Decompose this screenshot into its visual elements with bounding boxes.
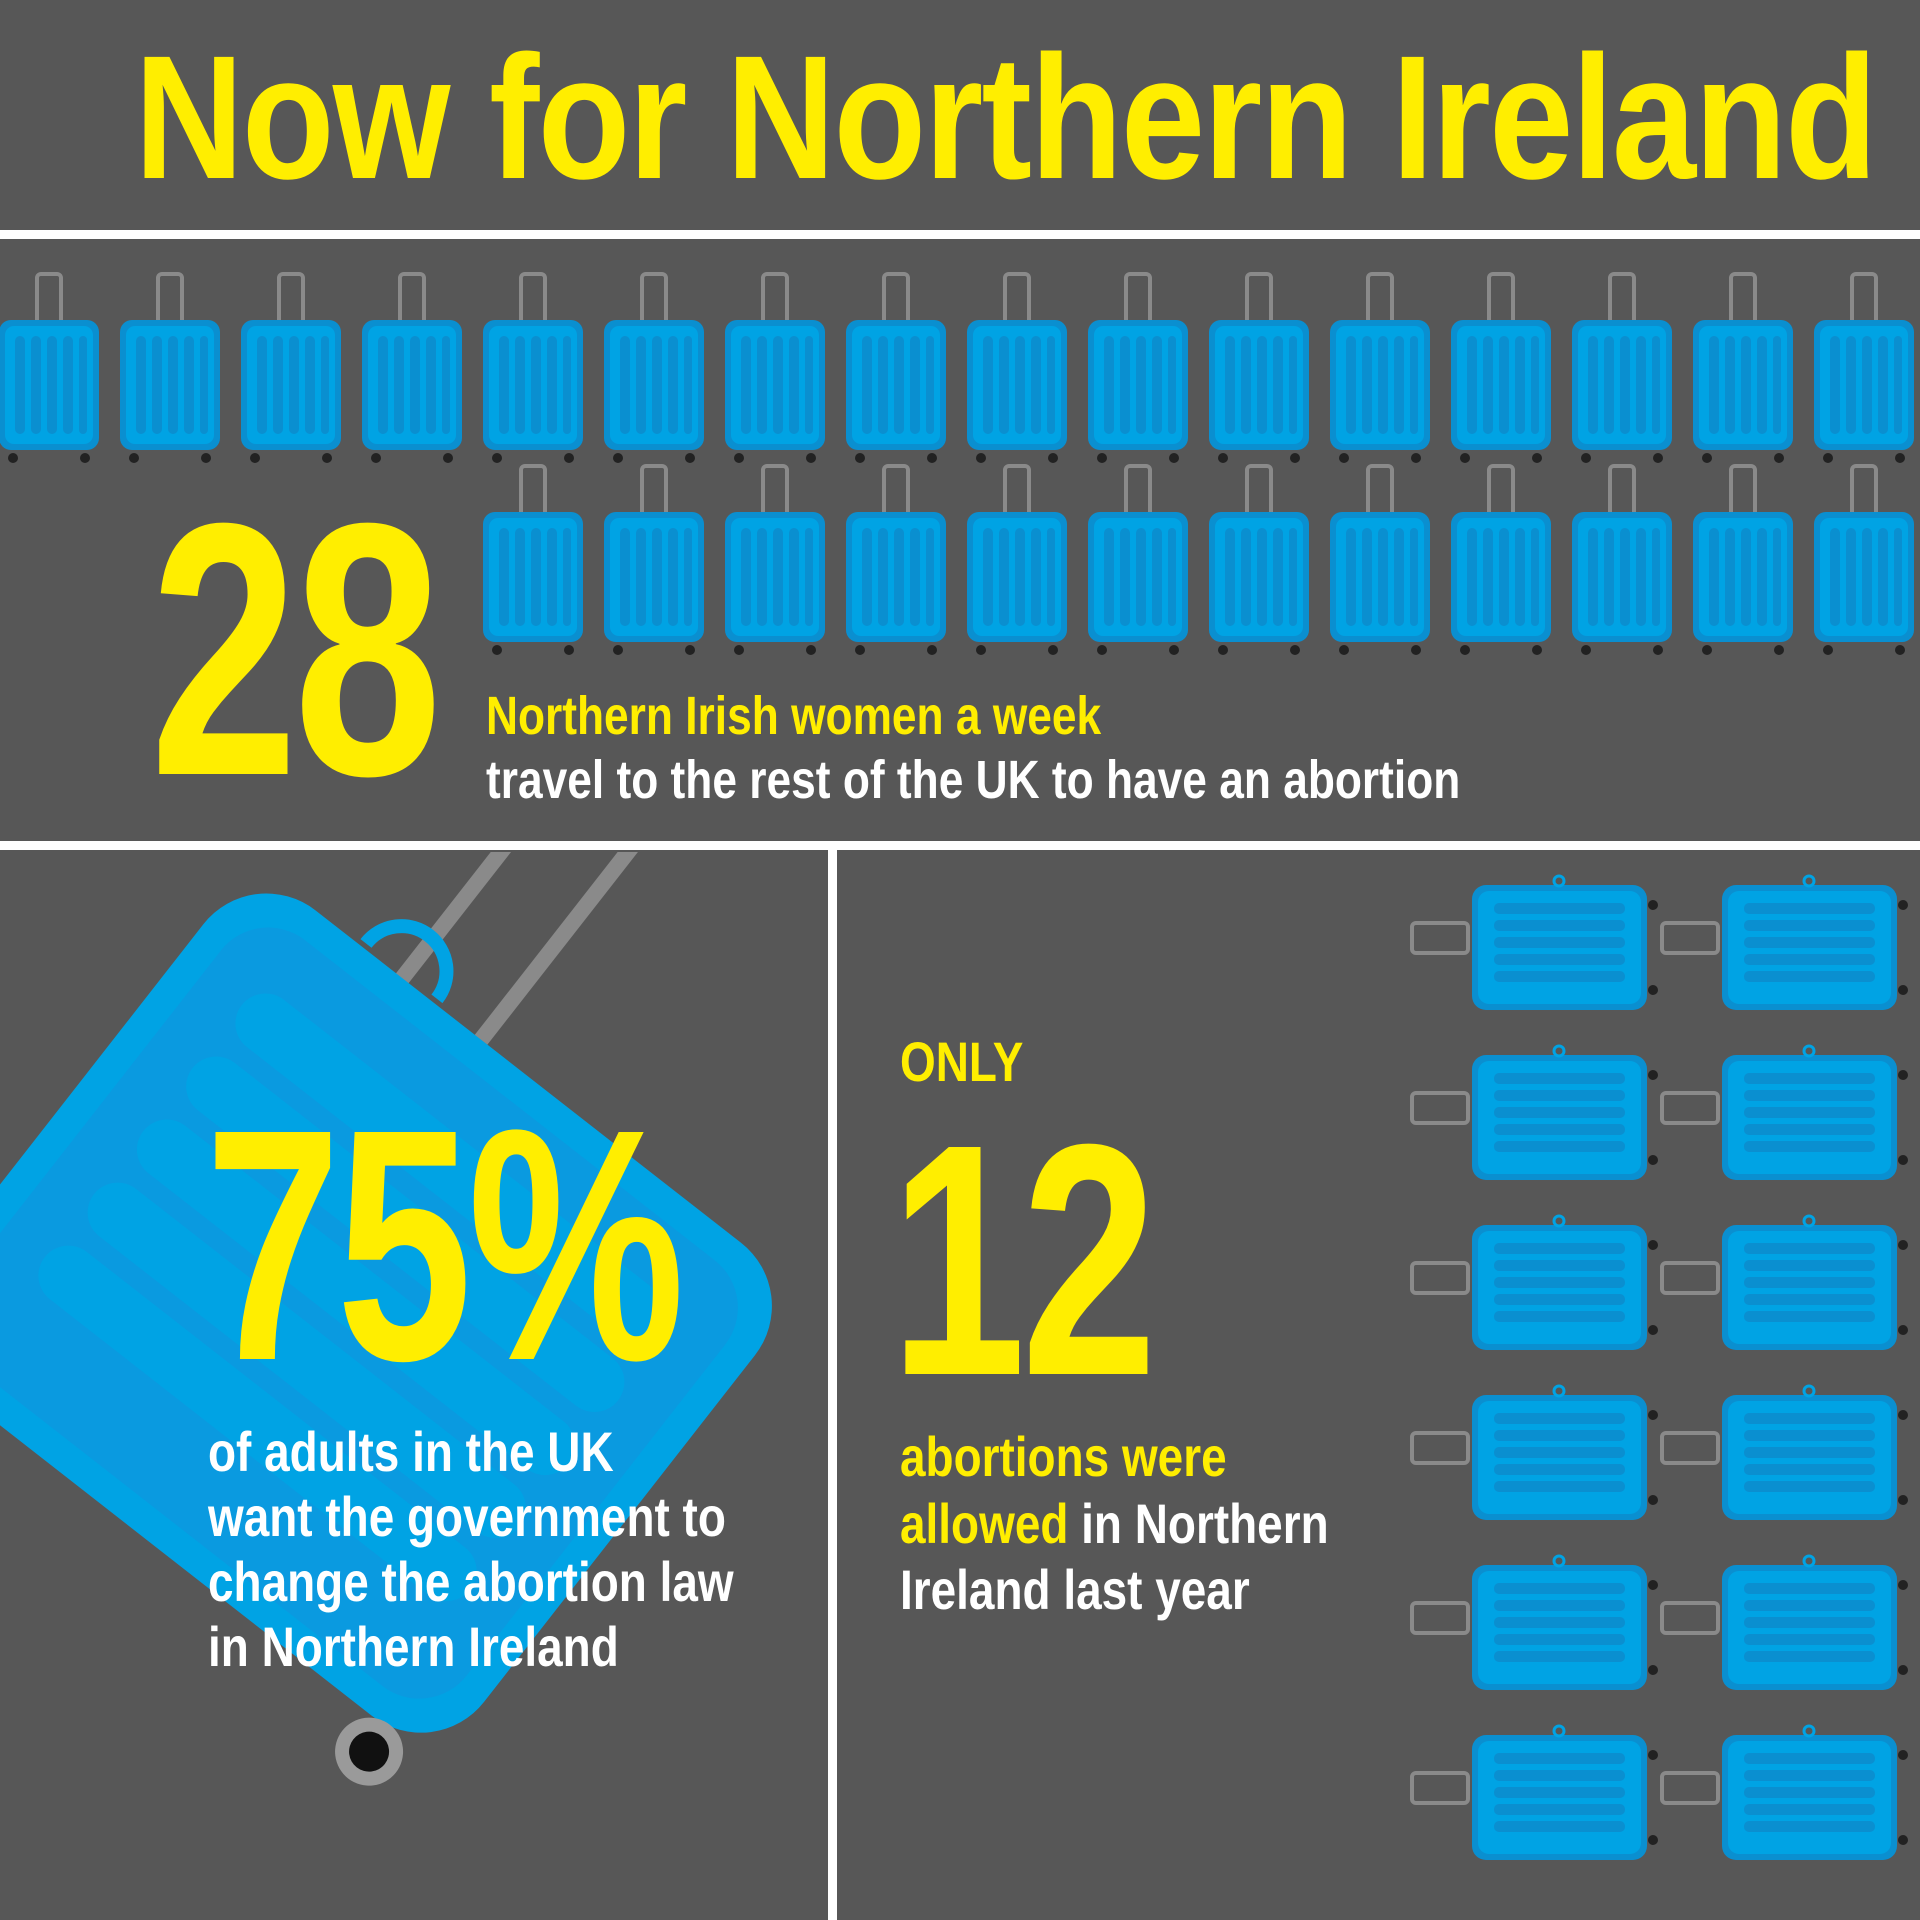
title-divider xyxy=(0,230,1920,239)
large-tilted-suitcase-icon xyxy=(0,852,772,1786)
stat-poll-number: 75% xyxy=(205,1060,685,1429)
stat-allowed-line-2-white: in Northern xyxy=(1068,1492,1329,1555)
stat-poll-line-1: of adults in the UK xyxy=(208,1420,614,1483)
stat-allowed-line-2: allowed in Northern xyxy=(900,1492,1329,1556)
stat-travel-number: 28 xyxy=(150,449,442,851)
page-title: Now for Northern Ireland xyxy=(134,20,1877,216)
stat-allowed-line-1: abortions were xyxy=(900,1425,1227,1488)
stat-poll-line-3: change the abortion law xyxy=(208,1550,734,1613)
sideways-suitcase-grid xyxy=(1410,874,1910,1862)
stat-travel-line-1: Northern Irish women a week xyxy=(486,686,1102,746)
stat-travel-line-2: travel to the rest of the UK to have an … xyxy=(486,750,1461,810)
stat-allowed-number: 12 xyxy=(890,1075,1157,1444)
stat-allowed-line-3: Ireland last year xyxy=(900,1558,1250,1621)
stat-allowed-line-2-yellow: allowed xyxy=(900,1492,1069,1555)
suitcase-row-2 xyxy=(481,464,1916,657)
stat-allowed-prefix: ONLY xyxy=(900,1030,1024,1093)
stat-poll-line-4: in Northern Ireland xyxy=(208,1615,619,1678)
section-divider xyxy=(0,841,1920,850)
suitcase-row-1 xyxy=(0,272,1916,465)
stat-poll-line-2: want the government to xyxy=(208,1485,726,1548)
panel-divider xyxy=(828,850,837,1920)
